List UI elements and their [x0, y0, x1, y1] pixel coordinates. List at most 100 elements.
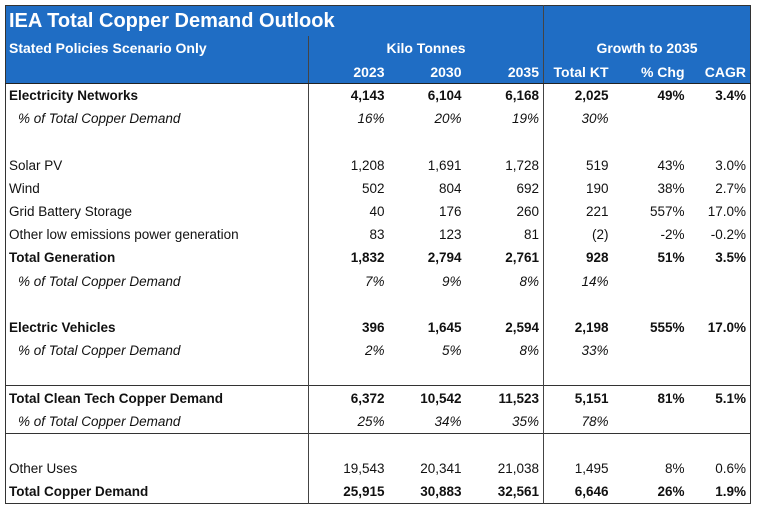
cell-pct-chg [613, 130, 689, 153]
cell-2030: 20,341 [420, 461, 462, 477]
col-header-2023: 2023 [308, 60, 389, 84]
cell-2035: 8% [519, 273, 540, 289]
col-header-pct-chg: % Chg [612, 60, 689, 84]
cell-cagr: 17.0% [707, 319, 747, 335]
cell-2035: 2,761 [505, 250, 540, 266]
cell-pct-chg [612, 432, 689, 457]
cell-2023: 4,143 [308, 83, 389, 108]
cell-2023: 1,832 [308, 246, 389, 270]
cell-cagr: 3.4% [715, 88, 747, 104]
cell-total-kt: 221 [543, 199, 613, 224]
cell-2030 [389, 362, 466, 386]
cell-2023: 1,208 [308, 153, 389, 177]
cell-2035: 81 [523, 227, 540, 243]
cell-total-kt: 30% [543, 107, 613, 131]
table-row: Solar PV 1,208 1,691 1,728 519 43% 3.0% [6, 153, 751, 177]
cell-cagr: 17.0% [707, 204, 747, 220]
row-label: Electric Vehicles [9, 319, 116, 335]
cell-2030: 123 [438, 227, 462, 243]
cell-2030 [389, 293, 466, 316]
cell-cagr [689, 293, 751, 316]
table-row: Other low emissions power generation 83 12… [6, 223, 751, 247]
cell-pct-chg [613, 107, 689, 130]
cell-2035: 8% [519, 343, 540, 359]
cell-2030: 5% [441, 343, 462, 359]
cell-total-kt [543, 362, 613, 386]
cell-2035: 1,728 [505, 157, 540, 173]
cell-2023 [308, 362, 389, 386]
cell-2035 [466, 293, 544, 316]
cell-pct-chg [613, 362, 689, 386]
cell-2030: 34% [434, 413, 462, 429]
table-title: IEA Total Copper Demand Outlook [5, 5, 544, 36]
cell-2030: 20% [434, 111, 462, 127]
col-header-cagr: CAGR [688, 60, 751, 84]
cell-2030: 176 [438, 204, 462, 220]
cell-2035: 35% [511, 413, 540, 429]
group-header-row: Stated Policies Scenario Only Kilo Tonne… [5, 36, 751, 60]
row-label: Other Uses [9, 461, 78, 477]
group-growth: Growth to 2035 [543, 36, 751, 60]
cell-total-kt: 5,151 [543, 385, 613, 410]
cell-2030: 1,691 [427, 157, 462, 173]
col-header-2035: 2035 [465, 60, 544, 84]
cell-2023: 7% [308, 269, 389, 293]
cell-total-kt: 33% [543, 339, 613, 363]
table-row: Other Uses 19,543 20,341 21,038 1,495 8% 0.6% [6, 457, 751, 481]
cell-cagr [689, 339, 751, 362]
cell-total-kt: 14% [543, 269, 613, 293]
cell-cagr [689, 270, 751, 293]
cell-pct-chg: 49% [657, 88, 685, 104]
cell-2030: 804 [438, 180, 462, 196]
cell-pct-chg [613, 410, 689, 434]
cell-pct-chg [613, 293, 689, 316]
cell-pct-chg: 81% [612, 385, 689, 410]
cell-2023: 25,915 [308, 480, 389, 504]
cell-2035 [466, 130, 544, 153]
cell-2030: 6,104 [427, 88, 462, 104]
column-header-row: 2023 2030 2035 Total KT % Chg CAGR [5, 60, 751, 84]
cell-total-kt: 190 [543, 176, 613, 200]
table-row: Wind 502 804 692 190 38% 2.7% [6, 176, 751, 200]
cell-cagr: 3.5% [715, 250, 747, 266]
cell-2023: 16% [308, 107, 389, 131]
cell-total-kt: 1,495 [543, 457, 613, 481]
row-label: Total Clean Tech Copper Demand [5, 385, 309, 410]
cell-2023: 40 [308, 199, 389, 224]
cell-pct-chg [613, 339, 689, 362]
row-label: Solar PV [9, 157, 63, 173]
cell-2035: 2,594 [505, 319, 540, 335]
col-header-total-kt: Total KT [543, 60, 613, 84]
cell-2030: 1,645 [427, 319, 462, 335]
spacer-row [6, 292, 751, 316]
cell-cagr [689, 107, 751, 130]
row-label: Electricity Networks [9, 88, 139, 104]
cell-pct-chg: 38% [657, 180, 685, 196]
spacer-row [5, 432, 751, 457]
table-body: Electricity Networks 4,143 6,104 6,168 2,025… [5, 83, 751, 504]
table-row: % of Total Copper Demand 16% 20% 19% 30% [6, 107, 751, 131]
cell-cagr [689, 130, 751, 153]
cell-2023: 83 [308, 223, 389, 247]
row-label [6, 130, 309, 153]
cell-2023: 2% [308, 339, 389, 363]
cell-2023: 25% [308, 409, 389, 434]
table-row: % of Total Copper Demand 7% 9% 8% 14% [6, 269, 751, 293]
cell-cagr: 0.6% [715, 461, 747, 477]
cell-total-kt [543, 432, 613, 457]
row-label: Wind [9, 180, 40, 196]
cell-2030: 9% [441, 273, 462, 289]
table-row: % of Total Copper Demand 2% 5% 8% 33% [6, 339, 751, 363]
cell-2023: 6,372 [308, 385, 389, 410]
row-label: Grid Battery Storage [9, 204, 133, 220]
cell-pct-chg: 51% [657, 250, 685, 266]
row-label [6, 293, 309, 316]
row-label [5, 432, 309, 457]
cell-total-kt: (2) [543, 223, 613, 247]
cell-2035: 11,523 [465, 385, 544, 410]
cell-pct-chg: -2% [660, 227, 685, 243]
row-label: % of Total Copper Demand [18, 273, 181, 289]
cell-2035: 260 [516, 204, 540, 220]
cell-2035: 692 [516, 180, 540, 196]
cell-2035: 19% [511, 111, 540, 127]
